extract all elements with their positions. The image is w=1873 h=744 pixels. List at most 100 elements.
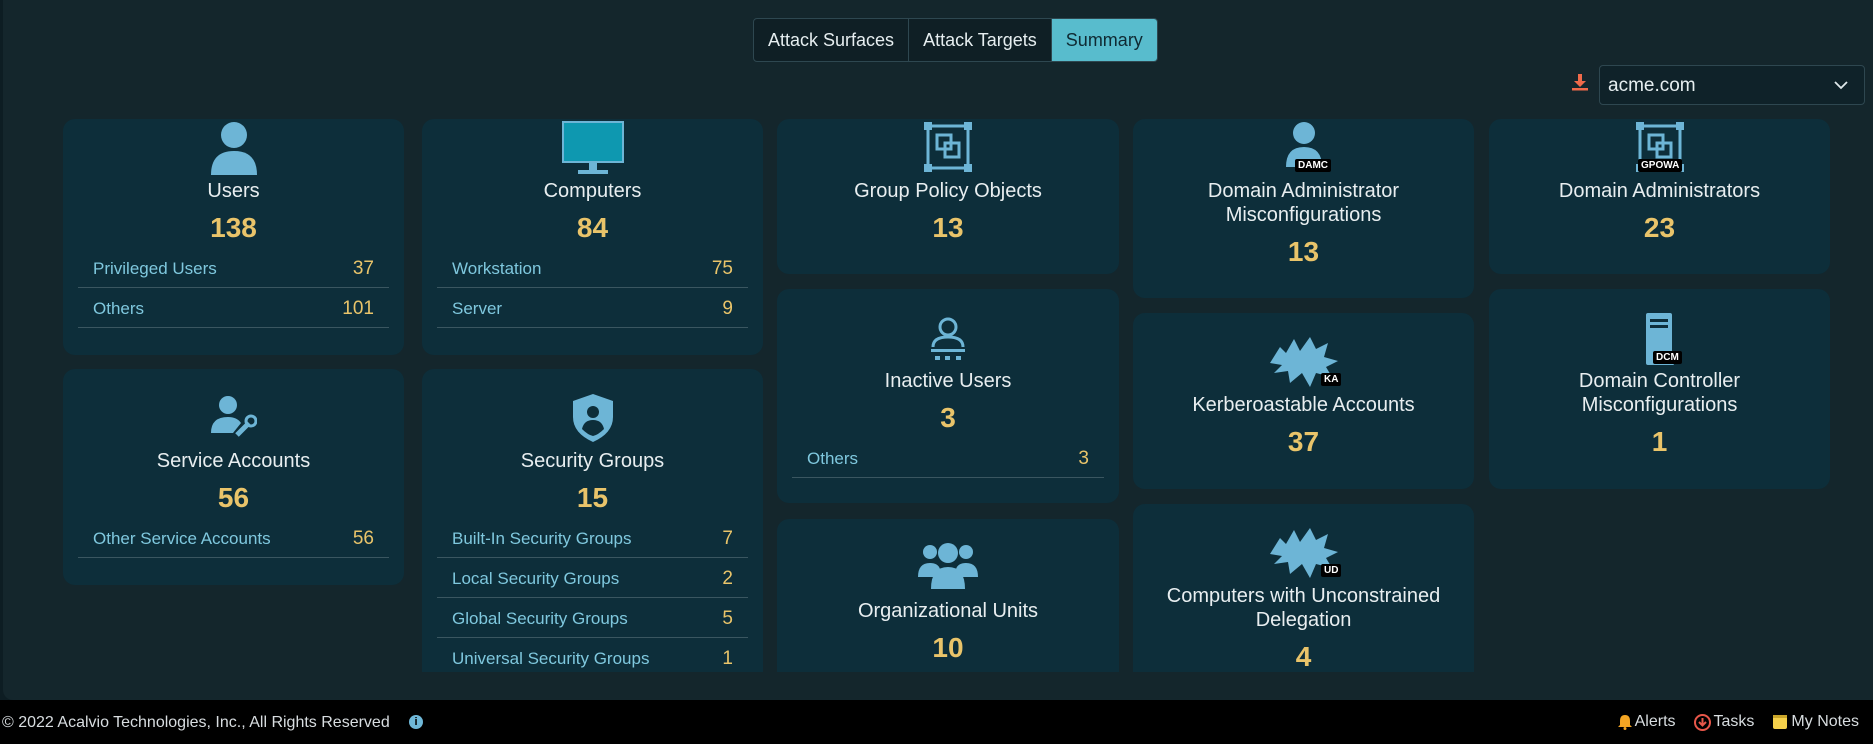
cerberus-icon [1269,528,1338,578]
card-title: Organizational Units [857,600,1039,622]
row-label: Others [807,449,859,468]
user-icon [210,122,257,175]
card-count: 13 [1287,236,1320,267]
list-item[interactable]: Others 101 [78,289,389,328]
card-computers[interactable]: Computers 84 Workstation 75 Server 9 [422,119,763,355]
gpowa-badge: GPOWA [1638,159,1683,172]
row-label: Global Security Groups [452,609,628,628]
list-item[interactable]: Built-In Security Groups 7 [437,519,748,558]
chevron-down-icon [1834,81,1848,90]
info-icon[interactable]: i [409,715,423,729]
card-count: 13 [932,212,964,243]
card-count: 4 [1295,641,1312,672]
row-label: Other Service Accounts [93,529,271,548]
row-value: 3 [1078,448,1089,469]
card-title: Computers [543,180,642,202]
list-item[interactable]: Others 3 [792,439,1104,478]
card-title-line2: Delegation [1255,609,1352,631]
alerts-label: Alerts [1634,713,1676,730]
list-item[interactable]: Other Service Accounts 56 [78,519,389,558]
card-inactive-users[interactable]: Inactive Users 3 Others 3 [777,289,1119,503]
row-value: 5 [722,608,733,629]
list-item[interactable]: Privileged Users 37 [78,249,389,288]
card-count: 10 [932,632,964,663]
row-label: Built-In Security Groups [452,529,632,548]
card-security-groups[interactable]: Security Groups 15 Built-In Security Gro… [422,369,763,672]
list-item[interactable]: Global Security Groups 5 [437,599,748,638]
tab-attack-targets[interactable]: Attack Targets [909,19,1052,61]
card-group-policy-objects[interactable]: Group Policy Objects 13 [777,119,1119,274]
row-label: Server [452,299,503,318]
card-count: 1 [1651,426,1668,457]
inactive-user-icon [931,317,965,360]
view-tabs: Attack Surfaces Attack Targets Summary [753,18,1158,62]
row-value: 56 [352,528,374,549]
download-icon[interactable] [1570,72,1590,92]
ud-badge: UD [1321,564,1342,577]
card-title: Kerberoastable Accounts [1192,394,1415,416]
card-count: 84 [576,212,609,243]
dcm-badge: DCM [1653,351,1682,364]
card-title-line1: Domain Administrator [1207,180,1400,202]
card-service-accounts[interactable]: Service Accounts 56 Other Service Accoun… [63,369,404,585]
row-value: 9 [722,298,733,319]
row-label: Local Security Groups [452,569,620,588]
card-title: Users [207,180,260,202]
list-item[interactable]: Local Security Groups 2 [437,559,748,598]
card-title: Inactive Users [884,370,1012,392]
card-users[interactable]: Users 138 Privileged Users 37 Others 101 [63,119,404,355]
card-title-line2: Misconfigurations [1581,394,1738,416]
card-title-line1: Computers with Unconstrained [1166,585,1441,607]
tasks-icon [1693,713,1711,731]
card-domain-controller-misconfigurations[interactable]: DCM Domain Controller Misconfigurations … [1489,289,1830,489]
row-label: Universal Security Groups [452,649,650,668]
list-item[interactable]: Universal Security Groups 1 [437,639,748,672]
group-policy-icon [924,122,972,172]
card-count: 138 [210,212,257,243]
row-value: 2 [722,568,733,589]
row-value: 101 [342,298,374,319]
alerts-link[interactable]: Alerts [1617,713,1676,731]
card-count: 15 [576,482,609,513]
card-count: 3 [940,402,956,433]
notes-icon [1773,715,1788,729]
card-title: Security Groups [520,450,665,472]
row-value: 75 [711,258,733,279]
bell-icon [1617,715,1632,730]
card-count: 56 [217,482,250,513]
card-organizational-units[interactable]: Organizational Units 10 [777,519,1119,672]
footer-links: Alerts Tasks My Notes [1617,713,1859,731]
tasks-label: Tasks [1713,713,1755,730]
footer: © 2022 Acalvio Technologies, Inc., All R… [0,700,1873,744]
domain-select[interactable]: acme.com [1599,65,1865,105]
card-title: Service Accounts [156,450,311,472]
my-notes-link[interactable]: My Notes [1772,713,1859,731]
row-label: Others [93,299,145,318]
card-kerberoastable-accounts[interactable]: KA Kerberoastable Accounts 37 [1133,313,1474,489]
tab-attack-surfaces[interactable]: Attack Surfaces [754,19,910,61]
cerberus-icon [1269,337,1338,387]
card-domain-administrators[interactable]: GPOWA Domain Administrators 23 [1489,119,1830,274]
card-domain-admin-misconfigurations[interactable]: DAMC Domain Administrator Misconfigurati… [1133,119,1474,298]
main-frame: Attack Surfaces Attack Targets Summary a… [3,0,1873,700]
tab-summary[interactable]: Summary [1051,19,1157,61]
card-title-line1: Domain Controller [1578,370,1741,392]
card-title: Group Policy Objects [854,180,1042,202]
copyright-text: © 2022 Acalvio Technologies, Inc., All R… [2,714,390,731]
shield-user-icon [572,394,613,442]
card-title-line2: Misconfigurations [1225,204,1382,226]
card-count: 37 [1287,426,1320,457]
card-title: Domain Administrators [1558,180,1761,202]
summary-grid: Users 138 Privileged Users 37 Others 101 C… [3,119,1873,672]
list-item[interactable]: Workstation 75 [437,249,748,288]
damc-badge: DAMC [1295,159,1331,172]
monitor-icon [561,121,624,174]
list-item[interactable]: Server 9 [437,289,748,328]
tasks-link[interactable]: Tasks [1693,713,1755,731]
row-label: Privileged Users [93,259,217,278]
card-unconstrained-delegation[interactable]: UD Computers with Unconstrained Delegati… [1133,504,1474,672]
user-wrench-icon [210,396,257,437]
row-value: 37 [352,258,374,279]
row-value: 1 [722,648,733,669]
ka-badge: KA [1321,373,1342,386]
